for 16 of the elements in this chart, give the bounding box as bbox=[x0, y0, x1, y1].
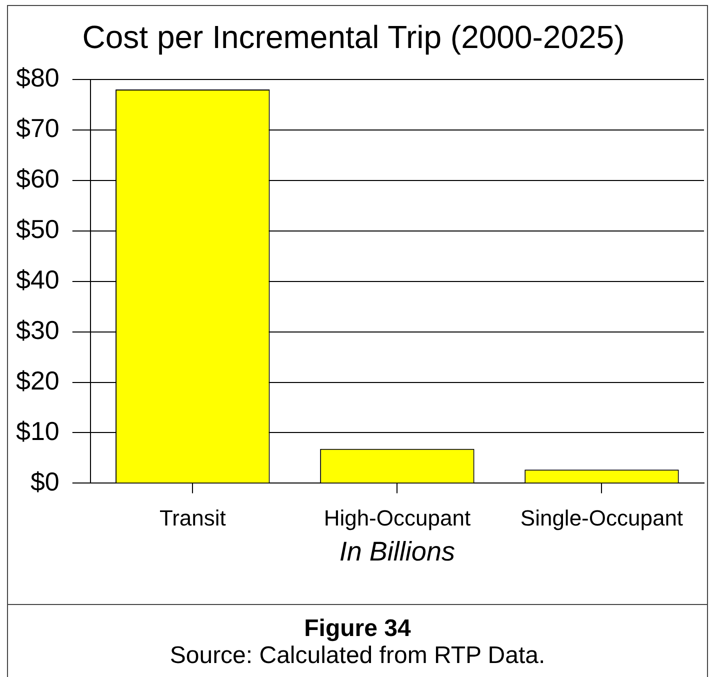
y-tick-label: $10 bbox=[16, 416, 60, 446]
y-tick-label: $80 bbox=[16, 62, 60, 93]
y-tick-label: $40 bbox=[16, 264, 60, 294]
x-axis-title: In Billions bbox=[339, 536, 455, 566]
y-tick-label: $50 bbox=[16, 214, 60, 244]
y-tick-label: $30 bbox=[16, 314, 60, 345]
x-tick-label: Transit bbox=[159, 505, 226, 530]
y-tick-label: $20 bbox=[16, 365, 60, 396]
y-tick-label: $60 bbox=[16, 164, 60, 194]
x-tick-label: High-Occupant bbox=[324, 505, 471, 530]
chart-title: Cost per Incremental Trip (2000-2025) bbox=[82, 19, 625, 56]
x-tick-label: Single-Occupant bbox=[520, 505, 684, 530]
y-tick-label: $0 bbox=[30, 466, 60, 496]
source-note: Source: Calculated from RTP Data. bbox=[168, 642, 546, 669]
y-tick-label: $70 bbox=[16, 113, 60, 144]
caption: Figure 34 bbox=[303, 615, 412, 642]
